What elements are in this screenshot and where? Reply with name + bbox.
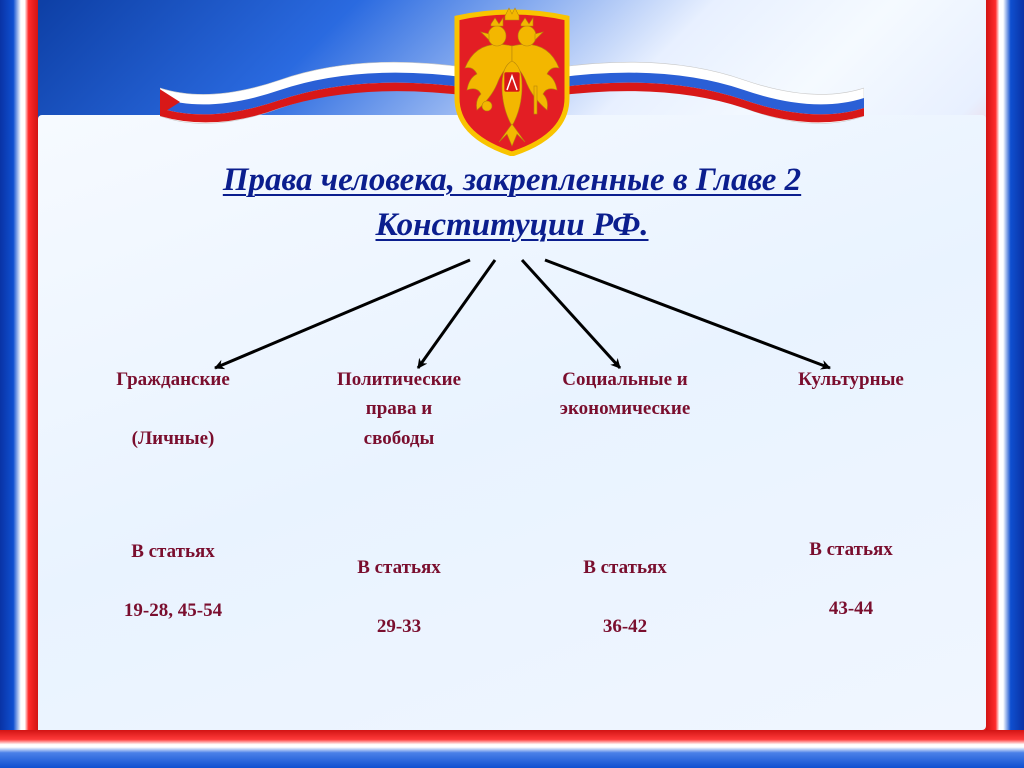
category-label: Социальные и экономические bbox=[522, 365, 728, 485]
category-articles: В статьях 36-42 bbox=[522, 553, 728, 641]
category-articles: В статьях 43-44 bbox=[748, 535, 954, 623]
slide-title: Права человека, закрепленные в Главе 2 К… bbox=[90, 158, 934, 247]
category-cultural: Культурные В статьях 43-44 bbox=[748, 365, 954, 641]
category-label: Гражданские (Личные) bbox=[70, 365, 276, 485]
category-label: Политические права и свободы bbox=[296, 365, 502, 485]
category-political: Политические права и свободы В статьях 2… bbox=[296, 365, 502, 641]
border-stripe-bottom bbox=[0, 730, 1024, 768]
category-social-economic: Социальные и экономические В статьях 36-… bbox=[522, 365, 728, 641]
categories-row: Гражданские (Личные) В статьях 19-28, 45… bbox=[70, 365, 954, 641]
category-articles: В статьях 29-33 bbox=[296, 553, 502, 641]
category-articles: В статьях 19-28, 45-54 bbox=[70, 537, 276, 625]
title-line-2: Конституции РФ. bbox=[376, 207, 649, 243]
category-civil: Гражданские (Личные) В статьях 19-28, 45… bbox=[70, 365, 276, 641]
border-stripe-left bbox=[0, 0, 38, 768]
category-label: Культурные bbox=[748, 365, 954, 485]
title-line-1: Права человека, закрепленные в Главе 2 bbox=[223, 162, 801, 198]
border-stripe-right bbox=[986, 0, 1024, 768]
